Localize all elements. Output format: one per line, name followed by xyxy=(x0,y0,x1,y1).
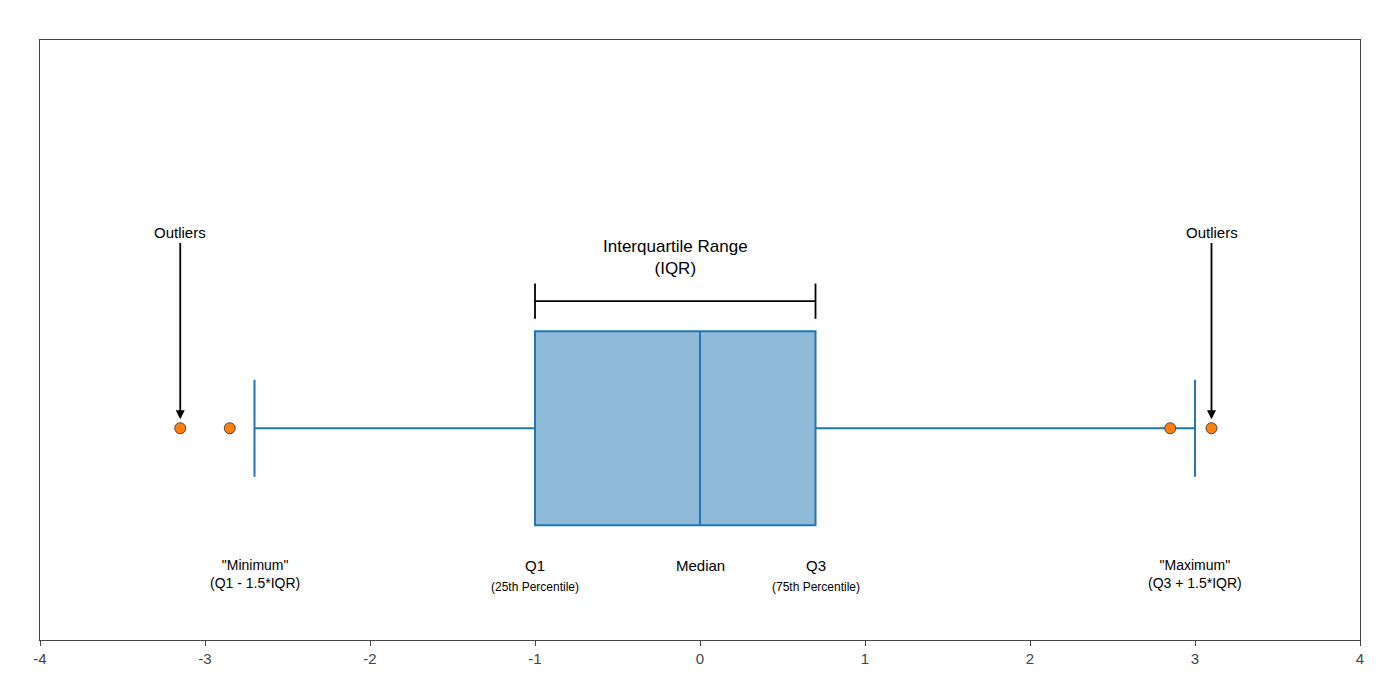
svg-text:-3: -3 xyxy=(198,650,211,667)
svg-text:-4: -4 xyxy=(33,650,46,667)
svg-text:Median: Median xyxy=(676,557,725,574)
svg-text:"Minimum"(Q1 - 1.5*IQR): "Minimum"(Q1 - 1.5*IQR) xyxy=(210,557,300,591)
svg-text:4: 4 xyxy=(1356,650,1364,667)
svg-text:Outliers: Outliers xyxy=(1186,224,1238,241)
svg-text:0: 0 xyxy=(696,650,704,667)
svg-text:"Maximum"(Q3 + 1.5*IQR): "Maximum"(Q3 + 1.5*IQR) xyxy=(1148,557,1242,591)
svg-text:3: 3 xyxy=(1191,650,1199,667)
svg-text:2: 2 xyxy=(1026,650,1034,667)
svg-text:1: 1 xyxy=(861,650,869,667)
svg-text:Interquartile Range(IQR): Interquartile Range(IQR) xyxy=(603,237,748,278)
svg-text:-2: -2 xyxy=(363,650,376,667)
svg-text:Outliers: Outliers xyxy=(154,224,206,241)
svg-text:Q1(25th Percentile): Q1(25th Percentile) xyxy=(491,557,579,594)
svg-text:-1: -1 xyxy=(528,650,541,667)
svg-text:Q3(75th Percentile): Q3(75th Percentile) xyxy=(772,557,860,594)
